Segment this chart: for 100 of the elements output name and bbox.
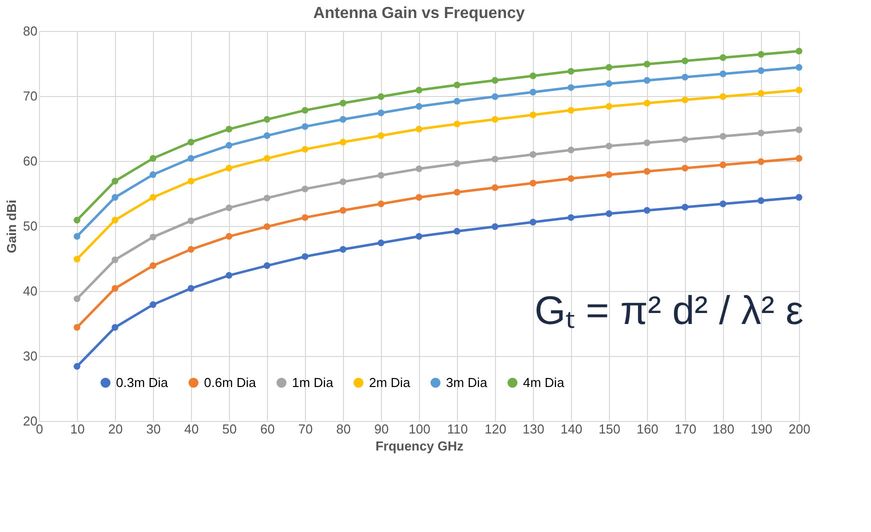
x-tick-label: 100 — [408, 422, 430, 436]
point — [606, 80, 612, 87]
x-tick-label: 60 — [260, 422, 275, 436]
point — [74, 295, 80, 302]
point — [74, 324, 80, 331]
point — [568, 146, 574, 154]
point — [758, 130, 764, 136]
point — [758, 197, 764, 204]
point — [302, 214, 308, 221]
point — [74, 363, 80, 370]
x-tick-label: 140 — [560, 422, 582, 436]
legend-label: 1m Dia — [292, 374, 334, 390]
legend-label: 3m Dia — [446, 374, 488, 390]
point — [226, 142, 232, 149]
point — [682, 74, 688, 80]
point — [568, 175, 574, 182]
point — [340, 246, 346, 253]
point — [492, 116, 498, 123]
legend-label: 2m Dia — [369, 374, 411, 390]
x-tick-label: 0 — [36, 422, 44, 436]
point — [720, 200, 726, 208]
point — [302, 253, 308, 260]
point — [188, 178, 194, 184]
point — [492, 223, 498, 230]
point — [606, 64, 612, 71]
point — [416, 233, 422, 240]
point — [302, 186, 308, 192]
x-tick-label: 30 — [146, 422, 161, 436]
point — [530, 218, 536, 226]
point — [644, 139, 650, 146]
point — [150, 194, 156, 201]
point — [720, 132, 726, 140]
point — [796, 86, 802, 94]
point — [378, 93, 384, 100]
point — [378, 132, 384, 139]
legend-label: 0.6m Dia — [204, 374, 257, 390]
x-tick-label: 160 — [636, 422, 658, 436]
point — [340, 138, 346, 146]
point — [150, 301, 156, 308]
point — [720, 93, 726, 100]
point — [226, 204, 232, 212]
x-tick-label: 190 — [750, 422, 772, 436]
point — [188, 217, 194, 224]
point — [796, 48, 802, 54]
point — [188, 155, 194, 162]
point — [606, 142, 612, 150]
point — [150, 171, 156, 178]
point — [416, 126, 422, 132]
point — [150, 234, 156, 240]
y-tick-label: 80 — [23, 24, 38, 38]
point — [796, 126, 802, 134]
point — [340, 207, 346, 214]
point — [378, 200, 384, 208]
point — [606, 171, 612, 178]
point — [74, 233, 80, 240]
point — [682, 136, 688, 143]
x-tick-label: 80 — [336, 422, 351, 436]
point — [720, 162, 726, 168]
point — [226, 233, 232, 240]
point — [796, 194, 802, 201]
point — [796, 155, 802, 162]
point — [188, 285, 194, 292]
point — [150, 155, 156, 162]
x-tick-label: 120 — [484, 422, 506, 436]
y-tick-label: 50 — [23, 218, 38, 234]
x-tick-label: 10 — [70, 422, 85, 436]
y-tick-label: 70 — [23, 88, 38, 104]
x-tick-label: 130 — [522, 422, 544, 436]
point — [758, 158, 764, 165]
y-tick-label: 30 — [23, 348, 38, 364]
point — [454, 98, 460, 105]
point — [492, 93, 498, 100]
point — [74, 256, 80, 262]
point — [758, 51, 764, 58]
point — [454, 188, 460, 196]
point — [416, 194, 422, 201]
point — [302, 123, 308, 130]
point — [644, 168, 650, 175]
x-tick-label: 170 — [674, 422, 696, 436]
point — [644, 60, 650, 68]
point — [302, 146, 308, 153]
point — [74, 216, 80, 224]
legend-label: 4m Dia — [523, 374, 565, 390]
x-axis-title: Frquency GHz — [375, 438, 464, 454]
point — [340, 178, 346, 186]
point — [568, 68, 574, 75]
point — [758, 67, 764, 74]
point — [682, 58, 688, 64]
point — [378, 110, 384, 116]
point — [264, 155, 270, 162]
point — [150, 262, 156, 269]
point — [416, 86, 422, 94]
point — [568, 84, 574, 91]
point — [112, 285, 118, 292]
x-tick-label: 150 — [598, 422, 620, 436]
point — [340, 100, 346, 106]
point — [644, 207, 650, 214]
point — [226, 272, 232, 279]
point — [264, 223, 270, 230]
point — [416, 103, 422, 110]
